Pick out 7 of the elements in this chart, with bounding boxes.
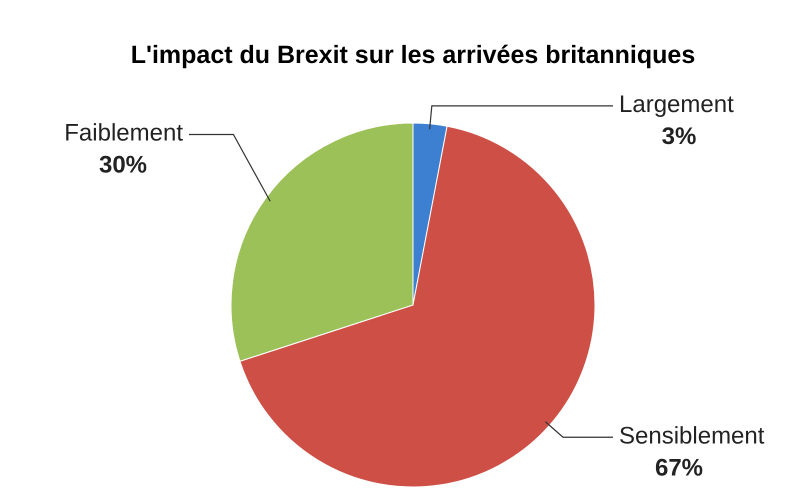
slice-label: Faiblement [64,120,184,147]
slice-label: Largement [619,90,734,118]
chart-title: L'impact du Brexit sur les arrivées britanniques [130,41,696,69]
slice-label: Sensiblement [619,422,765,450]
data-label: 30% [98,152,148,179]
data-label: 67% [654,454,704,482]
data-label: 3% [662,122,696,150]
